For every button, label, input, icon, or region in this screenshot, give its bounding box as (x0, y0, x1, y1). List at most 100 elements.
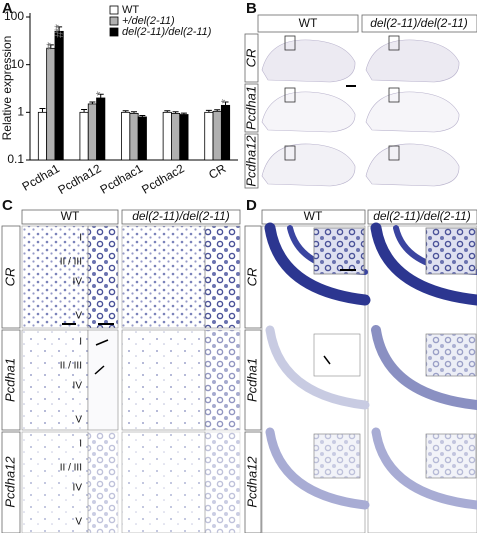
bar (54, 30, 64, 161)
micrograph-inset (87, 329, 119, 431)
legend-swatch (109, 5, 119, 15)
micrograph (261, 225, 366, 533)
row-label: CR (244, 268, 259, 287)
row-label: Pcdha12 (2, 456, 17, 508)
bar (179, 114, 189, 161)
row-label: Pcdha12 (243, 135, 258, 187)
error-bar (164, 110, 171, 113)
micrograph-inset (87, 225, 119, 329)
bar (37, 111, 48, 161)
arrows (94, 339, 109, 375)
bar (87, 103, 97, 161)
column-label: del(2-11)/del(2-11) (370, 16, 468, 30)
error-bar (172, 111, 179, 114)
row-header (244, 225, 262, 329)
significance-marker: ** (44, 42, 58, 51)
error-bar (214, 109, 221, 112)
column-header (261, 209, 366, 225)
layer-label: II / III (60, 257, 82, 268)
layer-label: I (79, 233, 82, 244)
column-header (21, 209, 119, 225)
panel-label: B (246, 0, 257, 17)
bar (96, 97, 106, 161)
inset-boxes (284, 35, 400, 161)
error-bar (131, 111, 137, 114)
column-header (257, 14, 359, 33)
row-label: Pcdha12 (244, 456, 259, 508)
column-label: WT (304, 209, 323, 223)
bar-chart: Relative expression 0.1110100**#**Pcdha1… (0, 4, 238, 197)
bar (137, 116, 147, 161)
micrograph-inset (204, 225, 241, 329)
row-label: Pcdha1 (2, 358, 17, 402)
row-header (1, 431, 21, 533)
panel-d: WT del(2-11)/del(2-11) CR Pcdha1 Pcdha12 (244, 209, 477, 533)
brain-sections (261, 39, 460, 187)
panel-label: C (2, 197, 13, 214)
x-tick-label: Pcdhac2 (139, 161, 187, 197)
x-tick-label: Pcdhac1 (98, 161, 146, 197)
error-bar (89, 101, 96, 104)
micrograph (121, 431, 206, 533)
legend-label: WT (122, 4, 139, 16)
column-header (121, 209, 241, 225)
significance-marker: * (219, 99, 233, 104)
y-tick-label: 1 (17, 105, 24, 119)
y-tick-label: 10 (11, 57, 25, 71)
bar (79, 111, 89, 161)
column-label: WT (299, 16, 318, 30)
column-header (367, 209, 477, 225)
error-bar (39, 108, 46, 113)
micrograph-inset (204, 329, 241, 431)
panel-b: WT del(2-11)/del(2-11) CR Pcdha1 Pcdha12 (243, 14, 477, 189)
layer-label: II / III (60, 463, 82, 474)
micrograph-inset (87, 431, 119, 533)
bar (129, 112, 139, 161)
error-bar (56, 26, 63, 32)
bar (204, 111, 214, 161)
panel-labels: A B C D (2, 0, 257, 214)
micrograph (21, 225, 89, 329)
bar (162, 111, 172, 161)
significance-marker: * (94, 91, 108, 96)
legend-swatch (109, 27, 119, 37)
column-label: del(2-11)/del(2-11) (132, 209, 230, 223)
error-bar (97, 93, 104, 98)
error-bar (81, 108, 88, 113)
row-label: CR (2, 268, 17, 287)
micrograph-inset (204, 431, 241, 533)
y-tick-label: 0.1 (7, 152, 24, 166)
bar (46, 47, 56, 161)
column-header (361, 14, 477, 33)
micrograph (367, 225, 477, 533)
micrograph (121, 329, 206, 431)
legend-swatch (109, 16, 119, 26)
layer-label: IV (73, 277, 83, 288)
row-header (1, 329, 21, 431)
layer-label: II / III (60, 361, 82, 372)
error-bar (47, 44, 54, 49)
layer-label: IV (73, 483, 83, 494)
bar (121, 111, 131, 161)
error-bar (180, 112, 187, 115)
significance-marker: #** (52, 24, 66, 38)
layer-labels: I II / III IV V I II / III IV V I II / III IV V (60, 233, 83, 528)
micrograph (121, 225, 206, 329)
hippocampus-stain (264, 222, 477, 510)
bar (171, 112, 181, 161)
row-label: Pcdha1 (243, 86, 258, 130)
column-label: del(2-11)/del(2-11) (373, 209, 471, 223)
row-header (244, 83, 259, 133)
layer-label: IV (73, 381, 83, 392)
x-tick-label: Pcdha1 (20, 161, 63, 194)
bar (220, 104, 231, 161)
column-label: WT (61, 209, 80, 223)
row-header (244, 431, 262, 533)
legend-label: +/del(2-11) (122, 15, 175, 27)
error-bar (205, 109, 212, 113)
row-header (1, 225, 21, 329)
legend-label: del(2-11)/del(2-11) (122, 26, 212, 38)
y-tick-label: 100 (4, 9, 24, 23)
